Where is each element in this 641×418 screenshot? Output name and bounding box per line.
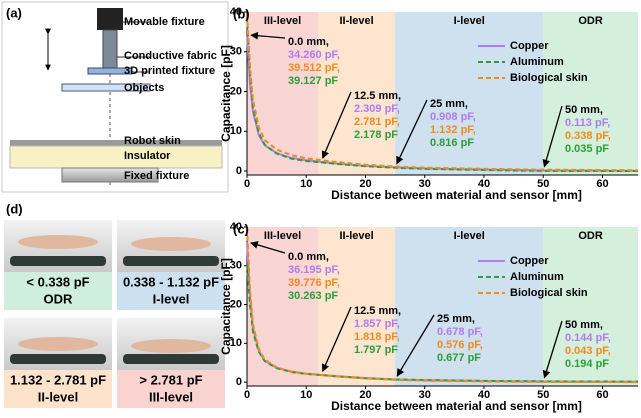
hand	[131, 237, 211, 251]
annotation: 0.194 pF	[565, 358, 609, 370]
range-label: > 2.781 pF	[139, 372, 202, 387]
hand	[18, 235, 98, 249]
y-axis-title: Capacitance [pF]	[219, 45, 233, 142]
region-label: ODR	[578, 15, 603, 27]
level-label: ODR	[44, 291, 74, 306]
part-label: Insulator	[124, 150, 171, 162]
annotation: 12.5 mm,	[354, 90, 401, 102]
y-tick-label: 0	[236, 376, 242, 388]
panel-label: (d)	[6, 201, 23, 216]
range-label: < 0.338 pF	[26, 274, 89, 289]
x-tick-label: 60	[596, 389, 608, 401]
annotation: 0.113 pF,	[565, 117, 610, 129]
sensor-strip	[10, 354, 106, 364]
annotation: 39.776 pF,	[288, 277, 340, 289]
annotation: 39.127 pF	[288, 75, 338, 87]
insulator	[10, 146, 222, 168]
annotation: 1.857 pF,	[354, 318, 400, 330]
panel-label: (c)	[233, 221, 249, 236]
annotation: 25 mm,	[430, 98, 468, 110]
part-label: Conductive fabric	[124, 50, 217, 62]
legend-label: Copper	[510, 40, 549, 52]
legend-label: Biological skin	[510, 72, 588, 84]
annotation: 34.260 pF,	[288, 49, 340, 61]
annotation: 2.781 pF,	[354, 116, 400, 128]
x-axis-title: Distance between material and sensor [mm…	[331, 188, 582, 202]
annotation: 50 mm,	[565, 104, 603, 116]
annotation: 0.0 mm,	[288, 36, 329, 48]
annotation: 30.263 pF	[288, 290, 338, 302]
region-label: II-level	[339, 15, 373, 27]
panel-d: (d) < 0.338 pF ODR 0.338 - 1.132 pF I-level…	[4, 201, 225, 408]
sensor-strip	[123, 256, 219, 266]
x-tick-label: 10	[300, 178, 312, 190]
annotation: 0.0 mm,	[288, 251, 329, 263]
annotation: 0.908 pF,	[430, 111, 476, 123]
y-tick-label: 0	[236, 165, 242, 177]
part-label: Robot skin	[124, 135, 181, 147]
legend-label: Aluminum	[510, 56, 564, 68]
level-label: I-level	[153, 291, 190, 306]
panel-a: (a) Movable fixture Conductive fabric 3D…	[2, 2, 228, 192]
annotation: 0.043 pF,	[565, 345, 611, 357]
range-label: 0.338 - 1.132 pF	[123, 274, 219, 289]
movable-fixture	[97, 8, 123, 30]
annotation: 1.818 pF,	[354, 331, 400, 343]
annotation: 0.678 pF,	[437, 326, 483, 338]
panel-label: (b)	[233, 6, 250, 21]
level-label: III-level	[149, 389, 193, 404]
annotation: 2.309 pF,	[354, 103, 400, 115]
annotation: 0.816 pF	[430, 137, 474, 149]
panel-label: (a)	[6, 5, 22, 20]
annotation: 25 mm,	[437, 313, 475, 325]
figure: (a) Movable fixture Conductive fabric 3D…	[0, 0, 641, 418]
annotation: 0.035 pF	[565, 143, 609, 155]
annotation: 1.797 pF	[354, 344, 398, 356]
x-tick-label: 10	[300, 389, 312, 401]
annotation: 50 mm,	[565, 319, 603, 331]
annotation: 0.144 pF,	[565, 332, 611, 344]
x-axis-title: Distance between material and sensor [mm…	[331, 399, 582, 413]
region-label: I-level	[454, 230, 485, 242]
part-label: 3D printed fixture	[124, 65, 215, 77]
x-tick-label: 60	[596, 178, 608, 190]
conductive-fabric	[103, 30, 117, 70]
part-label: Objects	[124, 82, 164, 94]
annotation: 12.5 mm,	[354, 305, 401, 317]
annotation: 2.178 pF	[354, 129, 398, 141]
hand	[18, 337, 98, 351]
x-tick-label: 0	[244, 389, 250, 401]
region-label: III-level	[264, 15, 301, 27]
legend-label: Aluminum	[510, 271, 564, 283]
sensor-strip	[123, 354, 219, 364]
region-label: III-level	[264, 230, 301, 242]
robot-skin	[10, 140, 222, 146]
level-label: II-level	[38, 389, 78, 404]
sensor-strip	[10, 256, 106, 266]
annotation: 1.132 pF,	[430, 124, 476, 136]
region	[395, 12, 543, 175]
annotation: 0.576 pF,	[437, 339, 483, 351]
region-label: ODR	[578, 230, 603, 242]
region-label: II-level	[339, 230, 373, 242]
part-label: Movable fixture	[124, 16, 205, 28]
annotation: 0.677 pF	[437, 352, 481, 364]
annotation: 0.338 pF,	[565, 130, 611, 142]
annotation: 39.512 pF,	[288, 62, 340, 74]
y-axis-title: Capacitance [pF]	[219, 258, 233, 355]
region-label: I-level	[454, 15, 485, 27]
x-tick-label: 0	[244, 178, 250, 190]
legend-label: Biological skin	[510, 287, 588, 299]
range-label: 1.132 - 2.781 pF	[10, 372, 106, 387]
annotation: 36.195 pF,	[288, 264, 340, 276]
part-label: Fixed fixture	[124, 170, 189, 182]
legend-label: Copper	[510, 255, 549, 267]
hand	[131, 339, 211, 353]
